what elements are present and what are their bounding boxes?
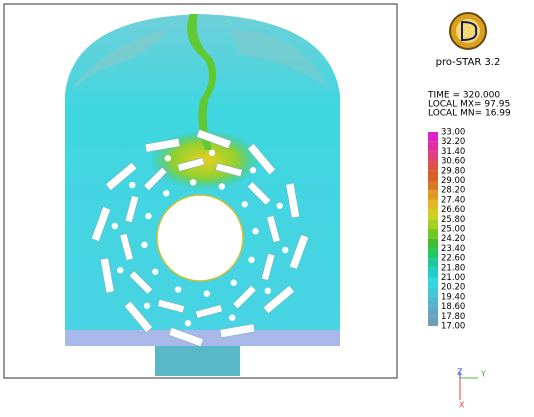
blade-pin	[242, 201, 248, 207]
colorbar-label: 28.20	[441, 186, 465, 196]
colorbar-label: 30.60	[441, 157, 465, 167]
colorbar-label: 17.00	[441, 322, 465, 332]
bottom-layer	[65, 330, 340, 346]
blade-pin	[144, 303, 150, 309]
hole	[157, 195, 243, 281]
colorbar-label: 17.80	[441, 312, 465, 322]
color-swatch	[428, 190, 438, 200]
blade-pin	[175, 286, 181, 292]
color-swatch	[428, 171, 438, 181]
blade-pin	[141, 242, 147, 248]
colorbar-label: 29.00	[441, 176, 465, 186]
color-swatch	[428, 200, 438, 210]
blade-pin	[190, 179, 196, 185]
color-swatch	[428, 181, 438, 191]
color-swatch	[428, 151, 438, 161]
blade-pin	[229, 315, 235, 321]
blade-pin	[265, 288, 271, 294]
blade-pin	[282, 247, 288, 253]
colorbar-label: 21.00	[441, 273, 465, 283]
axis-triad: Z Y X	[457, 368, 486, 410]
blade-pin	[231, 280, 237, 286]
colorbar: 33.0032.2031.4030.6029.8029.0028.2027.40…	[428, 128, 465, 332]
colorbar-label: 20.20	[441, 283, 465, 293]
blade-pin	[277, 203, 283, 209]
blade-pin	[163, 190, 169, 196]
product-title: pro-STAR 3.2	[436, 57, 501, 68]
blade-pin	[252, 228, 258, 234]
color-swatch	[428, 268, 438, 278]
axis-label: Y	[480, 370, 486, 379]
colorbar-label: 24.20	[441, 234, 465, 244]
color-swatch	[428, 210, 438, 220]
color-swatch	[428, 132, 438, 142]
blade-pin	[209, 150, 215, 156]
color-swatch	[428, 287, 438, 297]
colorbar-label: 33.00	[441, 128, 465, 138]
color-swatch	[428, 219, 438, 229]
logo	[450, 13, 486, 49]
color-swatch	[428, 297, 438, 307]
color-swatch	[428, 248, 438, 258]
blade-pin	[129, 182, 135, 188]
colorbar-label: 29.80	[441, 166, 465, 176]
color-swatch	[428, 142, 438, 152]
blade-pin	[204, 290, 210, 296]
colorbar-label: 27.40	[441, 195, 465, 205]
blade-pin	[250, 167, 256, 173]
axis-label: X	[459, 401, 465, 410]
blade-pin	[165, 155, 171, 161]
colorbar-label: 19.40	[441, 292, 465, 302]
color-swatch	[428, 161, 438, 171]
color-swatch	[428, 258, 438, 268]
blade-pin	[219, 183, 225, 189]
blade-pin	[112, 223, 118, 229]
simulation-view	[65, 14, 340, 376]
blade-pin	[117, 267, 123, 273]
outlet-stem	[155, 346, 240, 376]
colorbar-label: 26.60	[441, 205, 465, 215]
color-swatch	[428, 229, 438, 239]
blade-pin	[145, 213, 151, 219]
colorbar-label: 22.60	[441, 254, 465, 264]
colorbar-label: 18.60	[441, 302, 465, 312]
color-swatch	[428, 307, 438, 317]
screen: pro-STAR 3.2 TIME = 320.000 LOCAL MX= 97…	[0, 0, 534, 417]
axis-label: Z	[457, 368, 463, 377]
blade-pin	[185, 320, 191, 326]
colorbar-label: 23.40	[441, 244, 465, 254]
colorbar-label: 31.40	[441, 147, 465, 157]
blade-pin	[152, 269, 158, 275]
blade-pin	[248, 257, 254, 263]
color-swatch	[428, 239, 438, 249]
colorbar-label: 25.80	[441, 215, 465, 225]
color-swatch	[428, 278, 438, 288]
colorbar-label: 25.00	[441, 225, 465, 235]
info-line: LOCAL MN= 16.99	[428, 109, 511, 119]
colorbar-label: 32.20	[441, 137, 465, 147]
colorbar-label: 21.80	[441, 263, 465, 273]
color-swatch	[428, 316, 438, 326]
